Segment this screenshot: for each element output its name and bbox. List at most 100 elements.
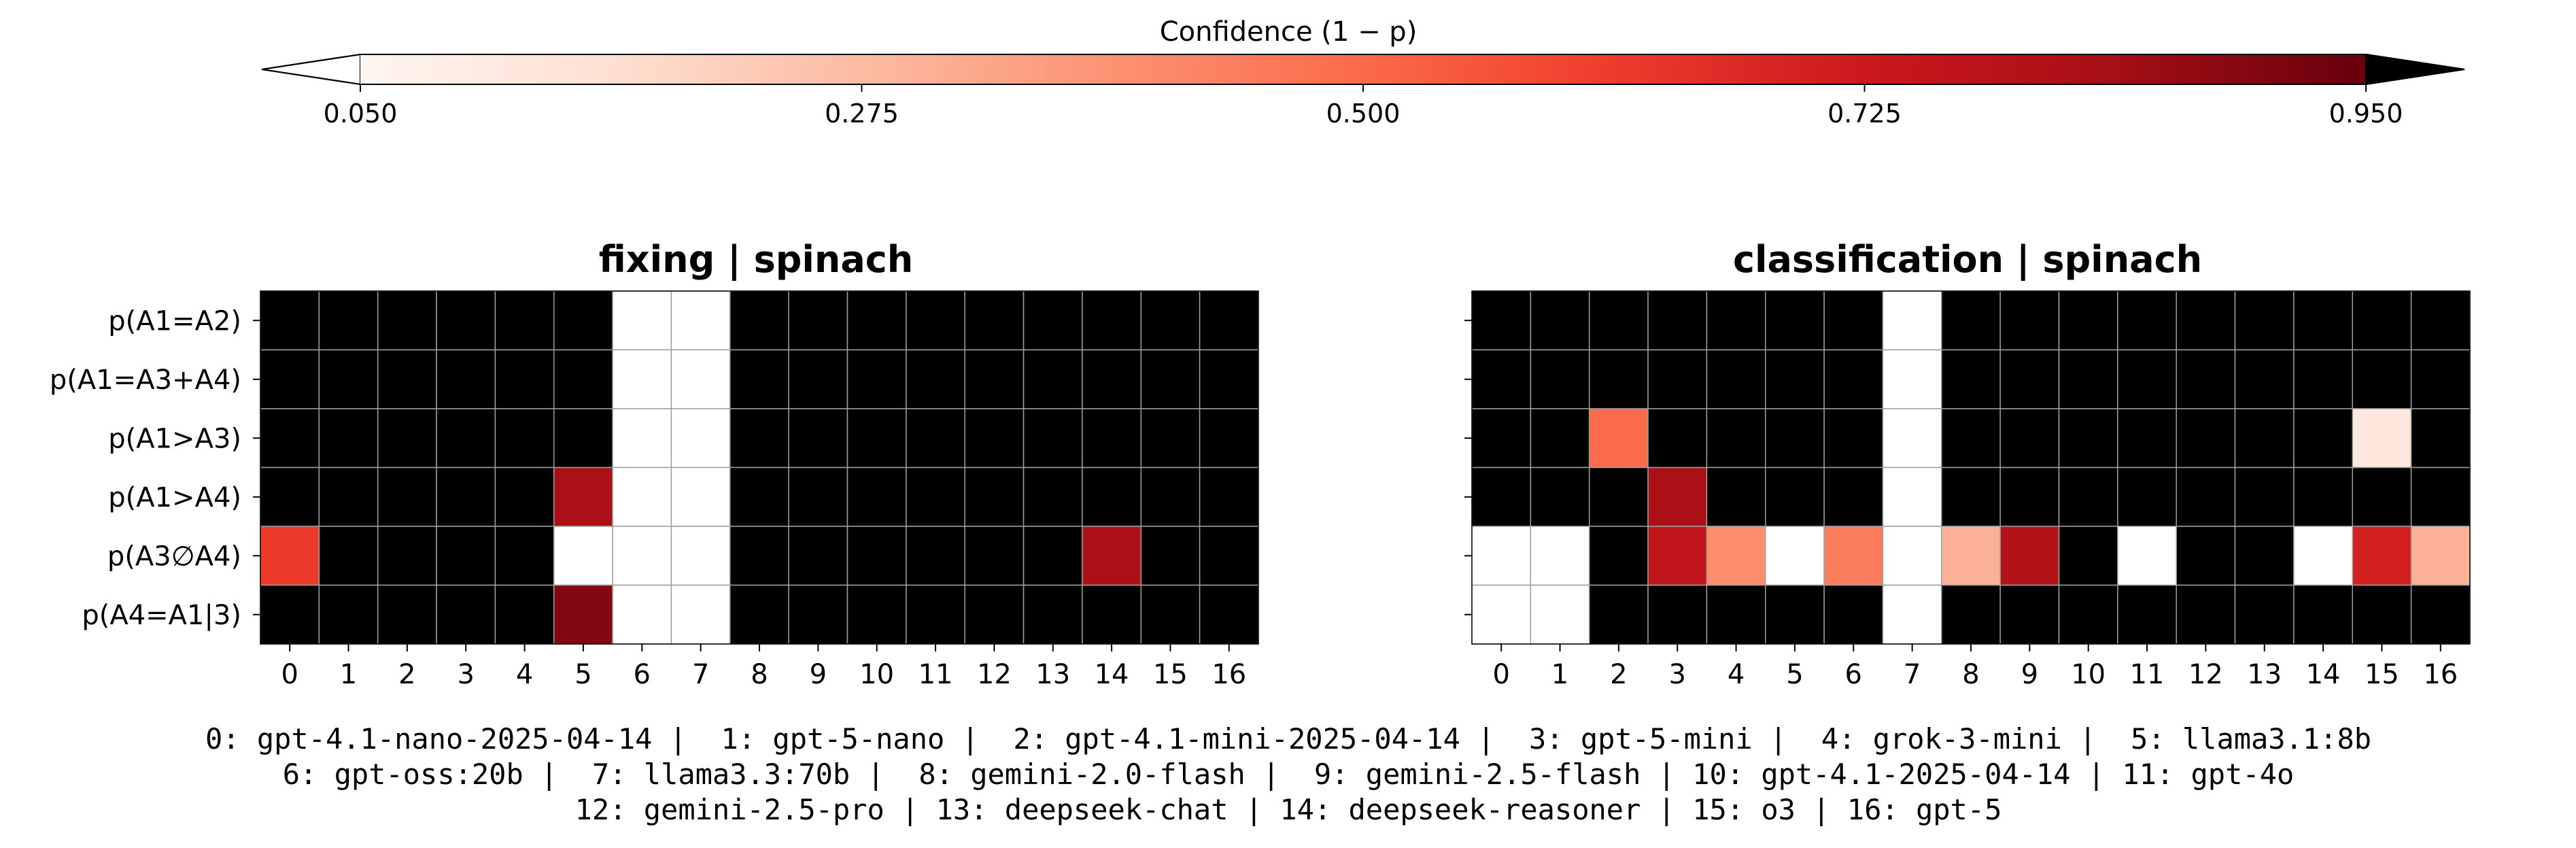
heatmap-cell xyxy=(2176,526,2236,586)
colorbar-under-extension xyxy=(261,53,361,86)
y-tick-label: p(A1>A4) xyxy=(108,482,241,513)
heatmap-cell xyxy=(1530,349,1590,409)
heatmap-cell xyxy=(670,526,731,586)
heatmap-cell xyxy=(377,584,437,645)
heatmap-cell xyxy=(1706,584,1766,645)
heatmap-cell xyxy=(2410,408,2471,469)
heatmap-cell xyxy=(2058,467,2118,527)
heatmap-cell xyxy=(1882,584,1942,645)
x-tick-label: 2 xyxy=(1610,659,1627,690)
heatmap-cell xyxy=(1647,526,1708,586)
heatmap-cell xyxy=(2293,290,2353,351)
heatmap-cell xyxy=(964,408,1025,469)
heatmap-cell xyxy=(2176,467,2236,527)
heatmap-cell xyxy=(436,526,496,586)
heatmap-cell xyxy=(1588,349,1649,409)
heatmap-cell xyxy=(1199,408,1259,469)
heatmap-cell xyxy=(1999,584,2060,645)
heatmap-cell xyxy=(1765,467,1825,527)
heatmap-cell xyxy=(612,526,672,586)
heatmap-cell xyxy=(1999,526,2060,586)
heatmap-cell xyxy=(1140,467,1201,527)
heatmap-cell xyxy=(494,526,555,586)
heatmap-cell xyxy=(612,584,672,645)
heatmap-cell xyxy=(846,584,907,645)
heatmap-cell xyxy=(2293,584,2353,645)
heatmap-cell xyxy=(2410,467,2471,527)
colorbar-tick-label: 0.275 xyxy=(825,99,899,129)
heatmap-cell xyxy=(670,584,731,645)
heatmap-cell xyxy=(553,349,613,409)
heatmap-cell xyxy=(2352,526,2412,586)
heatmap-cell xyxy=(1471,290,1532,351)
x-tick-label: 4 xyxy=(516,659,533,690)
x-tick-label: 8 xyxy=(1962,659,1979,690)
heatmap-cell xyxy=(260,526,320,586)
heatmap-cell xyxy=(964,467,1025,527)
panel-title: classification | spinach xyxy=(1733,238,2202,281)
x-tick-label: 8 xyxy=(751,659,768,690)
heatmap-cell xyxy=(1941,584,2001,645)
x-tick-label: 13 xyxy=(2247,659,2282,690)
x-tick-label: 0 xyxy=(281,659,298,690)
heatmap-cell xyxy=(1647,290,1708,351)
heatmap-cell xyxy=(906,526,965,586)
heatmap-cell xyxy=(1082,290,1142,351)
heatmap-cell xyxy=(2117,467,2177,527)
heatmap-cell xyxy=(1199,584,1259,645)
x-tick-label: 12 xyxy=(2188,659,2223,690)
heatmap-cell xyxy=(2352,349,2412,409)
heatmap-cell xyxy=(670,349,731,409)
heatmap-cell xyxy=(788,584,848,645)
heatmap-cell xyxy=(846,349,907,409)
heatmap-cell xyxy=(436,584,496,645)
heatmap-cell xyxy=(2352,467,2412,527)
heatmap-cell xyxy=(2234,408,2295,469)
heatmap-cell xyxy=(318,584,379,645)
heatmap-cell xyxy=(2293,408,2353,469)
heatmap-cell xyxy=(1471,349,1532,409)
heatmap-cell xyxy=(436,290,496,351)
heatmap-cell xyxy=(2234,290,2295,351)
heatmap-cell xyxy=(846,290,907,351)
heatmap-cell xyxy=(1941,467,2001,527)
heatmap-cell xyxy=(1823,290,1884,351)
heatmap-cell xyxy=(494,349,555,409)
colorbar-tick-label: 0.950 xyxy=(2329,99,2403,129)
heatmap-cell xyxy=(377,467,437,527)
heatmap-cell xyxy=(964,349,1025,409)
heatmap-cell xyxy=(2058,408,2118,469)
model-legend: 0: gpt-4.1-nano-2025-04-14 | 1: gpt-5-na… xyxy=(205,722,2371,826)
colorbar-gradient xyxy=(360,54,2366,84)
x-tick-label: 7 xyxy=(1904,659,1921,690)
y-tick-label: p(A1=A3+A4) xyxy=(50,364,241,396)
heatmap-cell xyxy=(964,526,1025,586)
heatmap-cell xyxy=(670,408,731,469)
colorbar-tick-label: 0.050 xyxy=(324,99,398,129)
x-tick-label: 3 xyxy=(1668,659,1685,690)
heatmap-cell xyxy=(1199,349,1259,409)
x-tick-label: 11 xyxy=(2130,659,2165,690)
heatmap-cell xyxy=(1941,290,2001,351)
x-tick-label: 16 xyxy=(1212,659,1246,690)
heatmap-cell xyxy=(494,467,555,527)
heatmap-cell xyxy=(1765,584,1825,645)
heatmap-cell xyxy=(260,467,320,527)
heatmap-cell xyxy=(1823,349,1884,409)
heatmap-cell xyxy=(1140,408,1201,469)
heatmap-cell xyxy=(1999,408,2060,469)
heatmap-cell xyxy=(1882,408,1942,469)
heatmap-cell xyxy=(1823,467,1884,527)
heatmap-cell xyxy=(906,467,965,527)
x-tick-label: 2 xyxy=(398,659,415,690)
heatmap-cell xyxy=(553,290,613,351)
heatmap-cell xyxy=(1706,408,1766,469)
heatmap-cell xyxy=(2410,584,2471,645)
x-tick-label: 0 xyxy=(1492,659,1509,690)
x-tick-label: 15 xyxy=(1153,659,1188,690)
heatmap-cell xyxy=(2058,584,2118,645)
heatmap-cell xyxy=(2234,349,2295,409)
heatmap-cell xyxy=(1140,349,1201,409)
heatmap-cell xyxy=(2117,349,2177,409)
heatmap-cell xyxy=(1588,584,1649,645)
